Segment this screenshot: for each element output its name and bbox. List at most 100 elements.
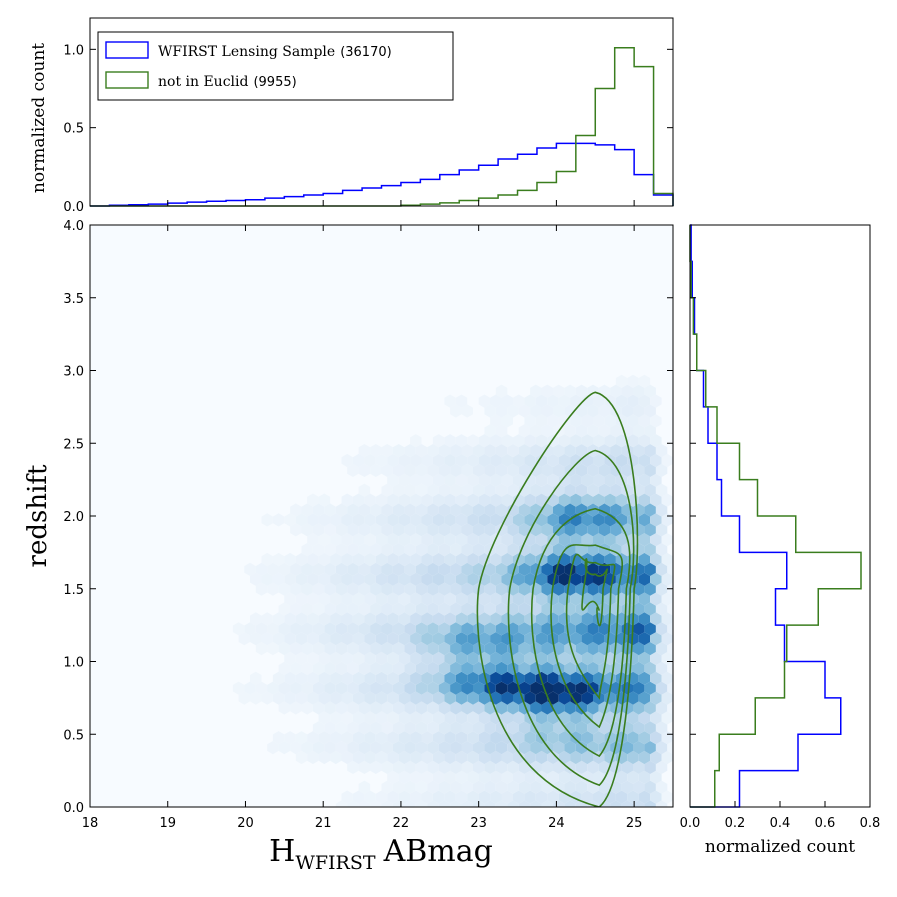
- hexbin-cell: [324, 562, 336, 576]
- hexbin-cell: [370, 721, 382, 735]
- hexbin-cell: [330, 632, 342, 646]
- hexbin-cell: [513, 632, 525, 646]
- hexbin-cell: [392, 582, 405, 596]
- hexbin-cell: [415, 721, 428, 735]
- hexbin-cell: [558, 533, 571, 547]
- hexbin-cell: [570, 434, 582, 448]
- hexbin-cell: [387, 790, 399, 804]
- hexbin-cell: [633, 582, 645, 596]
- top-y-tick-label: 0.0: [63, 200, 84, 215]
- hexbin-cell: [444, 671, 456, 685]
- hexbin-cell: [553, 721, 565, 735]
- hexbin-cell: [438, 463, 451, 477]
- hexbin-cell: [450, 404, 462, 418]
- hexbin-cell: [558, 770, 571, 784]
- hexbin-cell: [581, 434, 593, 448]
- hexbin-cell: [341, 612, 353, 626]
- hexbin-cell: [627, 750, 639, 765]
- hexbin-cell: [547, 572, 559, 586]
- hexbin-cell: [352, 453, 365, 468]
- hexbin-cell: [410, 790, 422, 804]
- hexbin-cell: [341, 513, 353, 527]
- hexbin-cell: [381, 463, 393, 477]
- hexbin-cell: [655, 622, 668, 636]
- hexbin-cell: [392, 483, 405, 497]
- hexbin-cell: [330, 691, 342, 705]
- main-y-tick-label: 4.0: [63, 219, 84, 234]
- hexbin-cell: [301, 701, 313, 715]
- hexbin-cell: [330, 750, 342, 765]
- hexbin-cell: [444, 651, 456, 666]
- hexbin-cell: [478, 750, 491, 765]
- hexbin-cell: [661, 572, 673, 586]
- hexbin-cell: [507, 741, 519, 755]
- hexbin-cell: [484, 602, 496, 616]
- hexbin-cell: [638, 651, 651, 666]
- hexbin-cell: [347, 642, 359, 656]
- hexbin-cell: [473, 741, 485, 755]
- hexbin-cell: [318, 750, 331, 765]
- hexbin-cell: [524, 572, 536, 586]
- hexbin-cell: [364, 493, 376, 507]
- hexbin-cell: [438, 760, 451, 774]
- hexbin-cell: [633, 384, 645, 398]
- hexbin-cell: [667, 661, 673, 675]
- hexbin-cell: [455, 513, 468, 527]
- hexbin-cell: [467, 592, 479, 606]
- hexbin-cell: [284, 671, 296, 685]
- hexbin-cell: [467, 572, 479, 586]
- hexbin-cell: [518, 404, 531, 418]
- hexbin-cell: [307, 533, 319, 547]
- hexbin-cell: [541, 463, 553, 477]
- hexbin-cell: [650, 691, 662, 705]
- top-series-wfirst: [90, 142, 674, 207]
- hexbin-cell: [644, 543, 656, 557]
- hexbin-cell: [341, 572, 353, 586]
- hexbin-cell: [278, 642, 291, 656]
- main-panel: 18 19 20 21 22 23 24 25 0.0 0.5 1.0 1.5 2.0 2.5 3.0 3.…: [23, 219, 674, 874]
- hexbin-cell: [564, 483, 576, 497]
- hexbin-cell: [261, 632, 273, 646]
- top-histogram-panel: 0.0 0.5 1.0 normalized count WFIRST Lensin…: [29, 17, 674, 215]
- hexbin-cell: [644, 444, 656, 458]
- hexbin-cell: [438, 444, 451, 458]
- hexbin-cell: [570, 493, 582, 507]
- hexbin-cell: [593, 453, 605, 468]
- hexbin-cell: [598, 463, 611, 477]
- hexbin-cell: [324, 701, 336, 715]
- hexbin-cell: [541, 582, 553, 596]
- hexbin-cell: [575, 681, 588, 695]
- hexbin-cell: [278, 562, 291, 576]
- hexbin-cell: [312, 562, 325, 576]
- hexbin-cell: [250, 572, 262, 586]
- hexbin-cell: [387, 711, 399, 725]
- hexbin-cell: [290, 642, 302, 656]
- hexbin-cell: [461, 721, 473, 735]
- hexbin-cell: [278, 681, 291, 695]
- hexbin-cell: [524, 671, 536, 685]
- right-x-axis: 0.0 0.2 0.4 0.6 0.8: [680, 224, 880, 831]
- hexbin-cell: [467, 473, 479, 487]
- hexbin-cell: [307, 592, 319, 606]
- hexbin-cell: [644, 424, 656, 438]
- hexbin-cell: [341, 691, 353, 705]
- hexbin-cell: [650, 592, 662, 606]
- hexbin-cell: [421, 711, 433, 725]
- legend-entry-not-in-euclid: not in Euclid (9955): [158, 74, 297, 90]
- hexbin-cell: [381, 622, 393, 636]
- hexbin-cell: [307, 572, 319, 586]
- hexbin-cell: [341, 711, 353, 725]
- hexbin-cell: [432, 473, 445, 487]
- hexbin-cell: [638, 711, 651, 725]
- hexbin-cell: [370, 661, 382, 675]
- hexbin-cell: [478, 533, 491, 547]
- hexbin-cell: [638, 770, 651, 784]
- hexbin-cell: [535, 612, 548, 626]
- hexbin-cell: [633, 701, 645, 715]
- hexbin-cell: [410, 592, 422, 606]
- hexbin-cell: [404, 741, 416, 755]
- hexbin-cell: [370, 523, 382, 537]
- hexbin-cell: [650, 671, 662, 685]
- hexbin-cell: [438, 780, 451, 794]
- hexbin-cell: [501, 750, 513, 765]
